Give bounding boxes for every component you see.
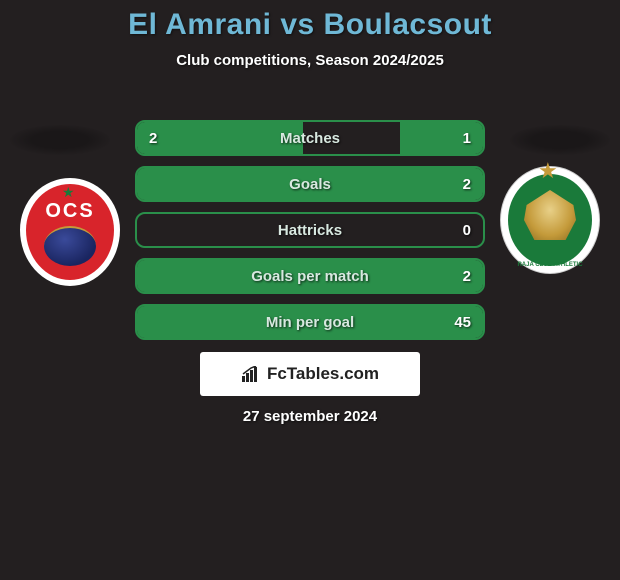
stat-label: Min per goal [266,314,354,331]
chart-icon [241,366,261,382]
stat-label: Goals [289,176,331,193]
team-badge-left: ★ OCS [20,178,120,286]
stat-row-goals: Goals 2 [135,166,485,202]
site-logo-text: FcTables.com [267,364,379,384]
stat-row-mpg: Min per goal 45 [135,304,485,340]
stat-fill-left [137,122,303,154]
stat-row-matches: 2 Matches 1 [135,120,485,156]
page-subtitle: Club competitions, Season 2024/2025 [0,52,620,69]
stat-value-right: 2 [463,176,471,193]
stats-list: 2 Matches 1 Goals 2 Hattricks 0 Goals pe… [135,120,485,350]
player-shadow-right [510,125,610,155]
stat-value-right: 45 [454,314,471,331]
stat-label: Hattricks [278,222,342,239]
stat-row-gpm: Goals per match 2 [135,258,485,294]
stat-value-right: 1 [463,130,471,147]
team-badge-right: ★ RAJA CLUB ATHLETIC [500,166,600,274]
stat-value-right: 2 [463,268,471,285]
site-logo[interactable]: FcTables.com [200,352,420,396]
stat-row-hattricks: Hattricks 0 [135,212,485,248]
stat-label: Matches [280,130,340,147]
stat-value-left: 2 [149,130,157,147]
raja-shield-icon: ★ RAJA CLUB ATHLETIC [500,166,600,274]
snapshot-date: 27 september 2024 [0,408,620,425]
stat-value-right: 0 [463,222,471,239]
comparison-card: El Amrani vs Boulacsout Club competition… [0,0,620,69]
player-shadow-left [10,125,110,155]
stat-label: Goals per match [251,268,369,285]
page-title: El Amrani vs Boulacsout [0,8,620,42]
ocs-shield-icon: ★ OCS [20,178,120,286]
